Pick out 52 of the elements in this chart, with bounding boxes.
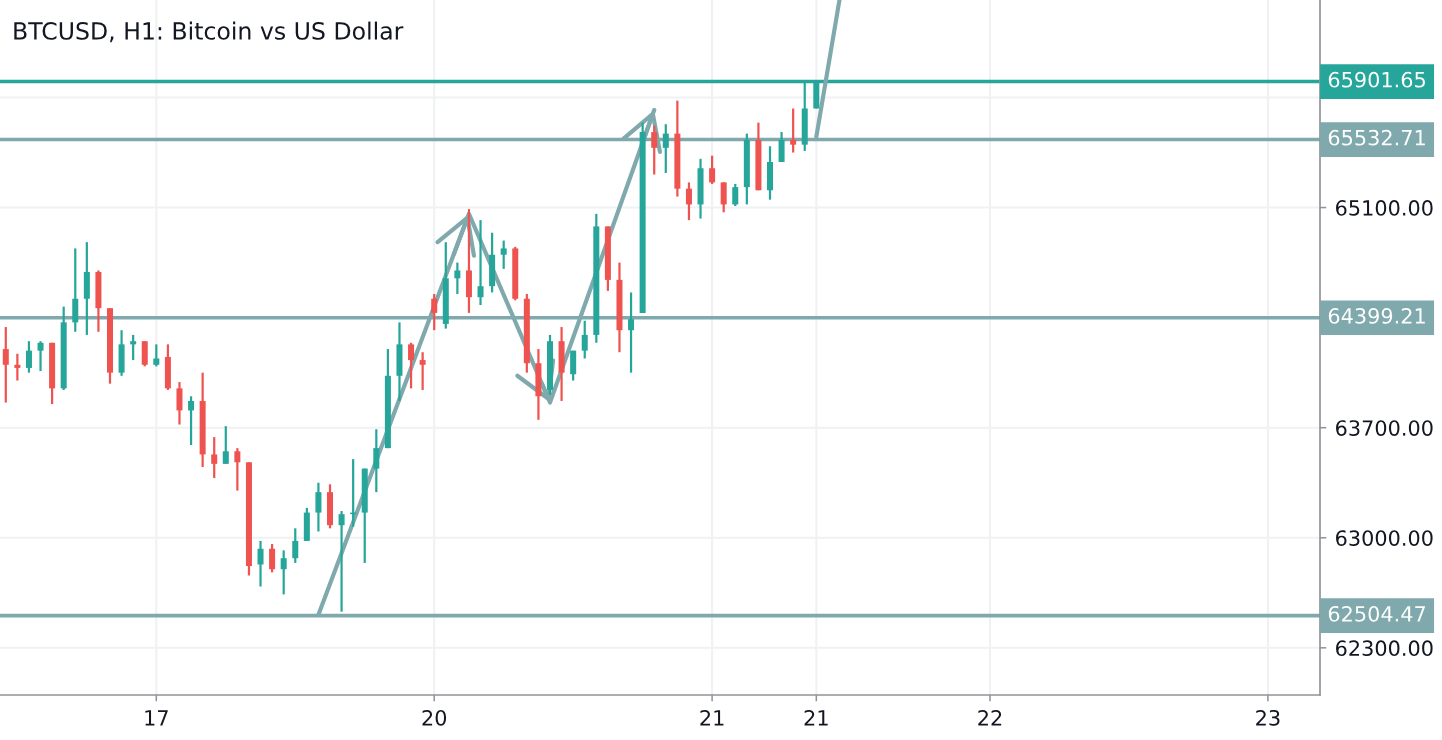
candlestick (280, 549, 287, 596)
candlestick (778, 130, 785, 164)
ref-line-label: 62504.47 (1328, 605, 1425, 622)
candlestick (651, 124, 658, 176)
candlestick (315, 481, 322, 533)
y-tick-label: 63000.00 (1336, 530, 1433, 546)
candlestick (72, 247, 79, 333)
candlestick (292, 527, 299, 565)
candlestick (419, 351, 426, 392)
candlestick (408, 341, 415, 390)
candlestick (709, 154, 716, 186)
x-tick-label: 23 (1256, 709, 1280, 726)
y-tick-label: 65100.00 (1336, 200, 1433, 216)
candlestick (269, 542, 276, 574)
candlestick (234, 447, 241, 492)
candlestick (176, 380, 183, 426)
candlestick (211, 436, 218, 480)
ref-line-label: 65901.65 (1328, 71, 1425, 88)
x-tick-label: 17 (145, 710, 168, 726)
candlestick (431, 292, 438, 332)
candlestick (257, 539, 264, 588)
candlestick (570, 349, 577, 382)
ref-line-label: 65532.71 (1328, 129, 1425, 146)
candlestick (373, 428, 380, 494)
candlestick (628, 291, 635, 374)
candlestick (662, 123, 669, 175)
candlestick (685, 181, 692, 222)
x-tick-label: 21 (700, 709, 724, 726)
candlestick (130, 333, 137, 362)
candlestick (188, 395, 195, 447)
candlestick (222, 425, 229, 465)
candlestick (37, 340, 44, 373)
y-tick-label: 63700.00 (1336, 420, 1433, 436)
x-tick-label: 22 (978, 709, 1002, 726)
candlestick (732, 182, 739, 208)
candlestick (500, 239, 507, 270)
x-tick-label: 20 (422, 709, 447, 726)
candlestick (720, 181, 727, 214)
candlestick (14, 352, 21, 382)
candlestick (477, 219, 484, 307)
candlestick (338, 509, 345, 613)
candlestick (790, 107, 797, 154)
candlestick (454, 261, 461, 296)
text: BTCUSD, H1: Bitcoin vs US Dollar (14, 21, 404, 43)
y-tick-label: 62300.00 (1336, 640, 1433, 657)
candlestick (25, 340, 32, 374)
candlestick (153, 343, 160, 368)
candlestick (2, 325, 9, 404)
candlestick (581, 319, 588, 360)
x-tick-label: 21 (804, 709, 828, 726)
ref-line-label: 64399.21 (1328, 308, 1425, 324)
candlestick (141, 340, 148, 368)
